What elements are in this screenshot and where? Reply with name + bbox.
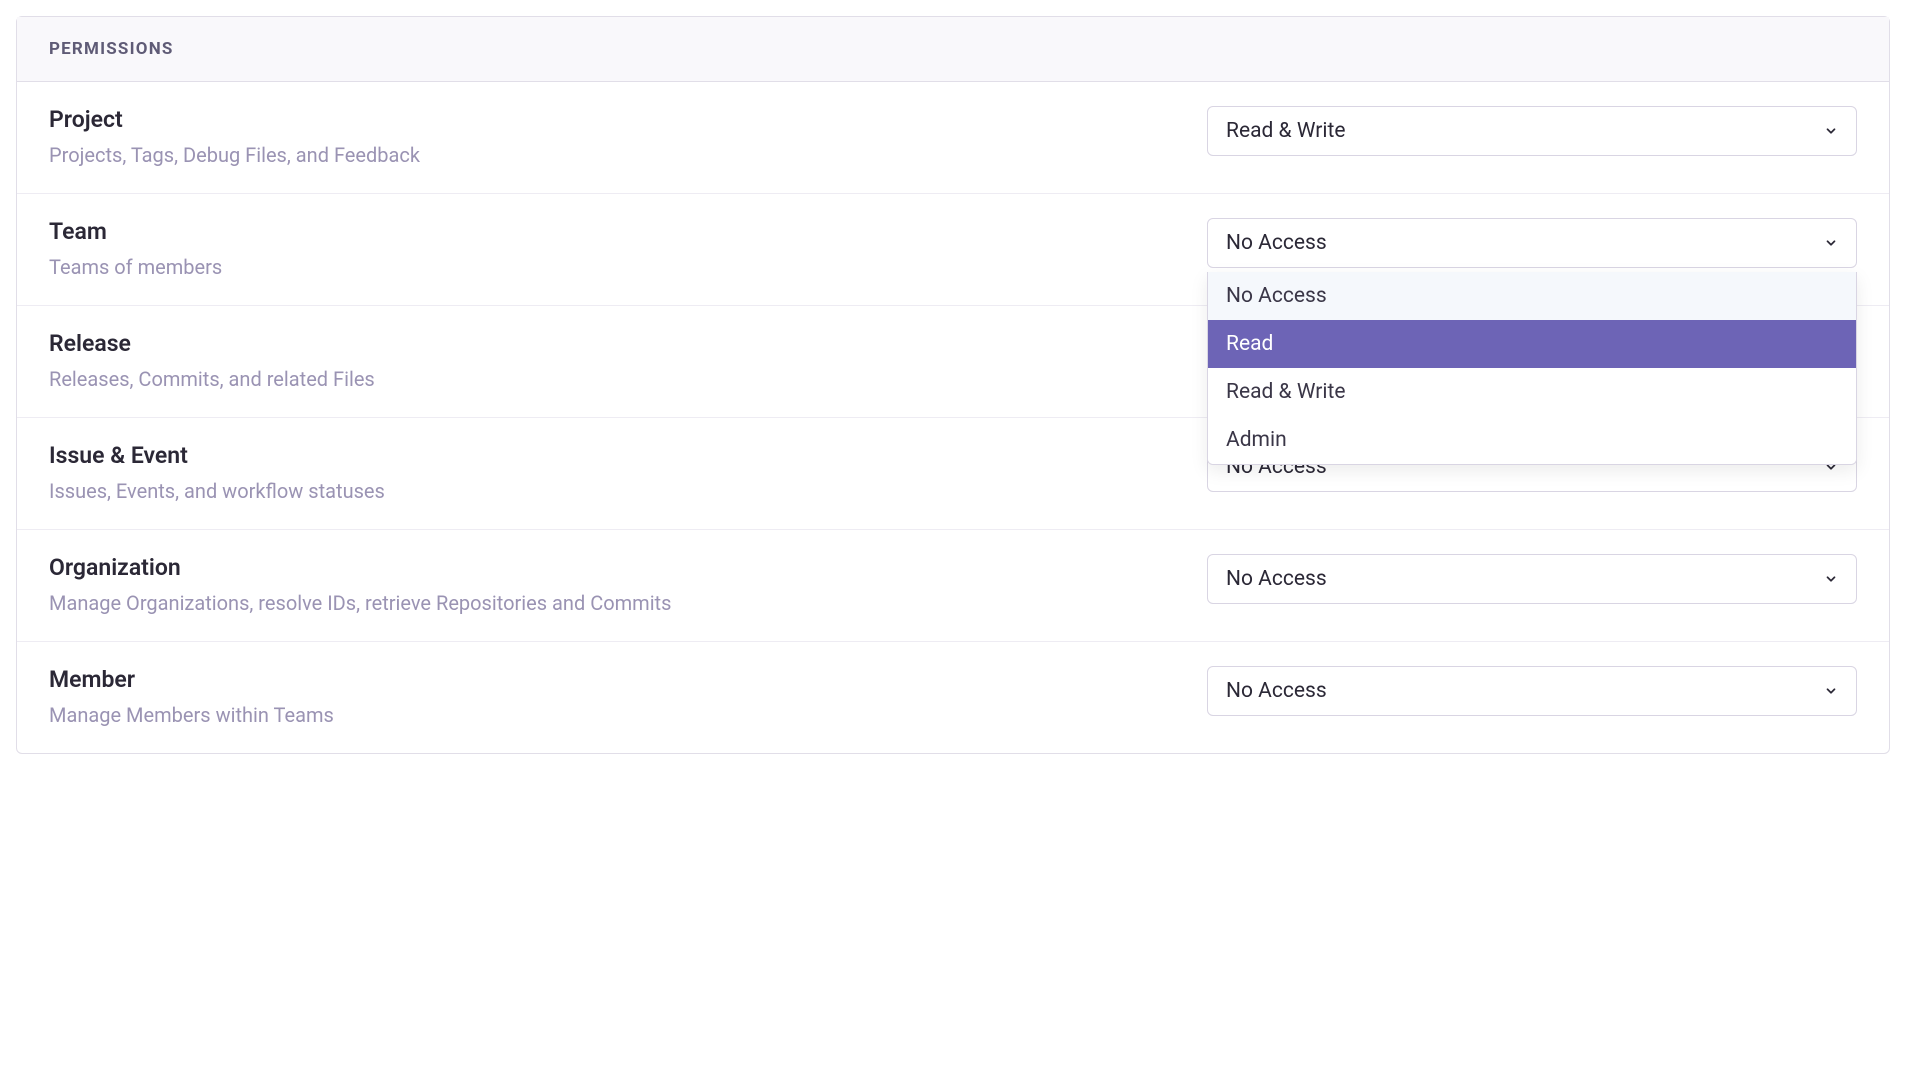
select-team[interactable]: No Access: [1207, 218, 1857, 268]
permission-row-organization: Organization Manage Organizations, resol…: [17, 530, 1889, 642]
select-value-member: No Access: [1226, 679, 1327, 703]
select-value-organization: No Access: [1226, 567, 1327, 591]
row-left: Member Manage Members within Teams: [49, 666, 1207, 729]
option-no-access[interactable]: No Access: [1208, 272, 1856, 320]
row-desc-member: Manage Members within Teams: [49, 701, 1183, 729]
panel-header-title: PERMISSIONS: [49, 39, 1857, 59]
panel-header: PERMISSIONS: [17, 17, 1889, 82]
row-left: Team Teams of members: [49, 218, 1207, 281]
select-value-project: Read & Write: [1226, 119, 1345, 143]
row-right: No Access: [1207, 554, 1857, 604]
permission-row-member: Member Manage Members within Teams No Ac…: [17, 642, 1889, 753]
chevron-down-icon: [1824, 236, 1838, 250]
row-title-project: Project: [49, 106, 1183, 133]
row-left: Release Releases, Commits, and related F…: [49, 330, 1207, 393]
row-desc-organization: Manage Organizations, resolve IDs, retri…: [49, 589, 1183, 617]
row-title-organization: Organization: [49, 554, 1183, 581]
select-organization[interactable]: No Access: [1207, 554, 1857, 604]
dropdown-team: No Access Read Read & Write Admin: [1207, 272, 1857, 465]
select-value-team: No Access: [1226, 231, 1327, 255]
row-desc-project: Projects, Tags, Debug Files, and Feedbac…: [49, 141, 1183, 169]
option-admin[interactable]: Admin: [1208, 416, 1856, 464]
permission-row-team: Team Teams of members No Access No Acces…: [17, 194, 1889, 306]
option-read-write[interactable]: Read & Write: [1208, 368, 1856, 416]
permission-row-project: Project Projects, Tags, Debug Files, and…: [17, 82, 1889, 194]
row-title-release: Release: [49, 330, 1183, 357]
chevron-down-icon: [1824, 572, 1838, 586]
row-title-team: Team: [49, 218, 1183, 245]
select-project[interactable]: Read & Write: [1207, 106, 1857, 156]
row-left: Project Projects, Tags, Debug Files, and…: [49, 106, 1207, 169]
chevron-down-icon: [1824, 684, 1838, 698]
row-left: Organization Manage Organizations, resol…: [49, 554, 1207, 617]
row-right: No Access No Access Read Read & Write Ad…: [1207, 218, 1857, 268]
chevron-down-icon: [1824, 124, 1838, 138]
permissions-panel: PERMISSIONS Project Projects, Tags, Debu…: [16, 16, 1890, 754]
row-title-member: Member: [49, 666, 1183, 693]
row-desc-team: Teams of members: [49, 253, 1183, 281]
select-member[interactable]: No Access: [1207, 666, 1857, 716]
row-right: Read & Write: [1207, 106, 1857, 156]
row-right: No Access: [1207, 666, 1857, 716]
row-left: Issue & Event Issues, Events, and workfl…: [49, 442, 1207, 505]
row-desc-issue-event: Issues, Events, and workflow statuses: [49, 477, 1183, 505]
row-title-issue-event: Issue & Event: [49, 442, 1183, 469]
option-read[interactable]: Read: [1208, 320, 1856, 368]
row-desc-release: Releases, Commits, and related Files: [49, 365, 1183, 393]
